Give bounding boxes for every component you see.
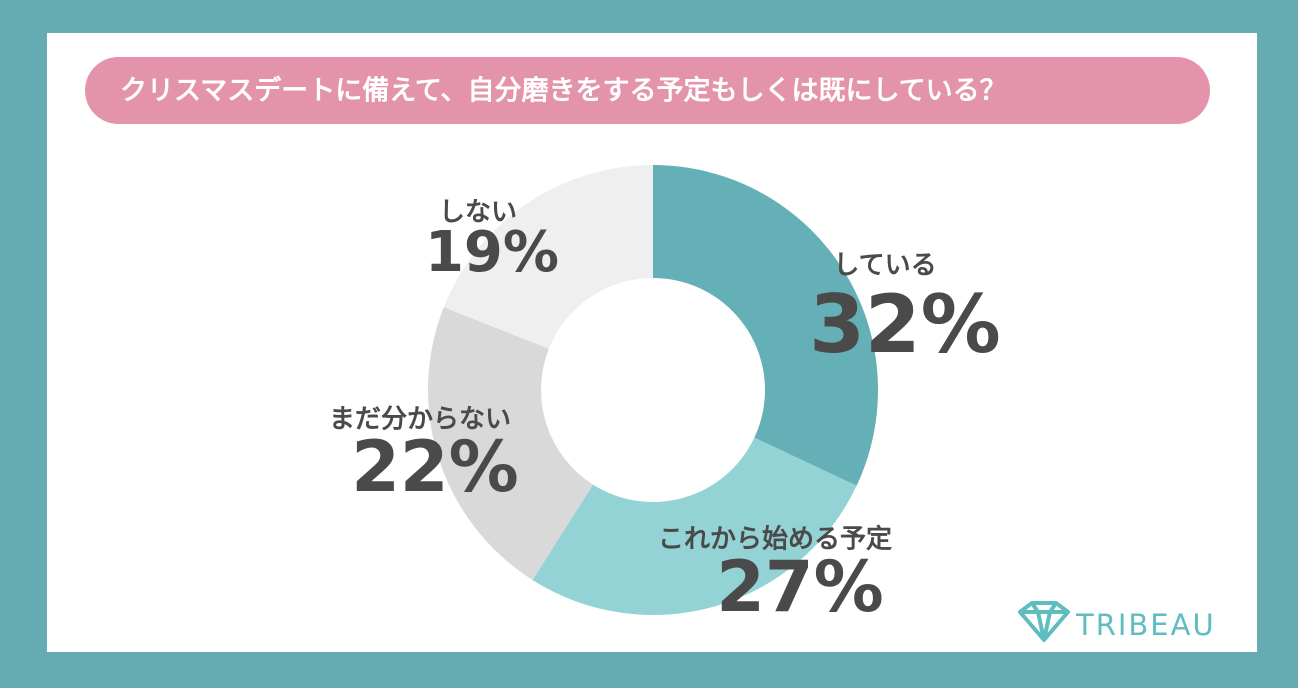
donut-slice (443, 165, 653, 349)
donut-slice (532, 437, 857, 615)
slice-value-label: 27% (716, 546, 884, 628)
slice-value-label: 19% (425, 220, 559, 285)
logo: TRIBEAU (1018, 601, 1216, 642)
slice-value-label: 22% (351, 426, 519, 508)
donut-slice (653, 165, 878, 486)
slice-category-label: しない (439, 198, 517, 228)
logo-text: TRIBEAU (1075, 608, 1216, 642)
slice-category-label: している (833, 251, 936, 281)
logo-icon (1018, 601, 1070, 642)
donut-slice (428, 307, 593, 580)
chart-title: クリスマスデートに備えて、自分磨きをする予定もしくは既にしている？ (120, 75, 1007, 107)
slice-category-label: まだ分からない (329, 405, 511, 435)
slice-value-label: 32% (809, 278, 1000, 371)
title-pill (85, 57, 1210, 124)
slice-category-label: これから始める予定 (658, 524, 892, 555)
